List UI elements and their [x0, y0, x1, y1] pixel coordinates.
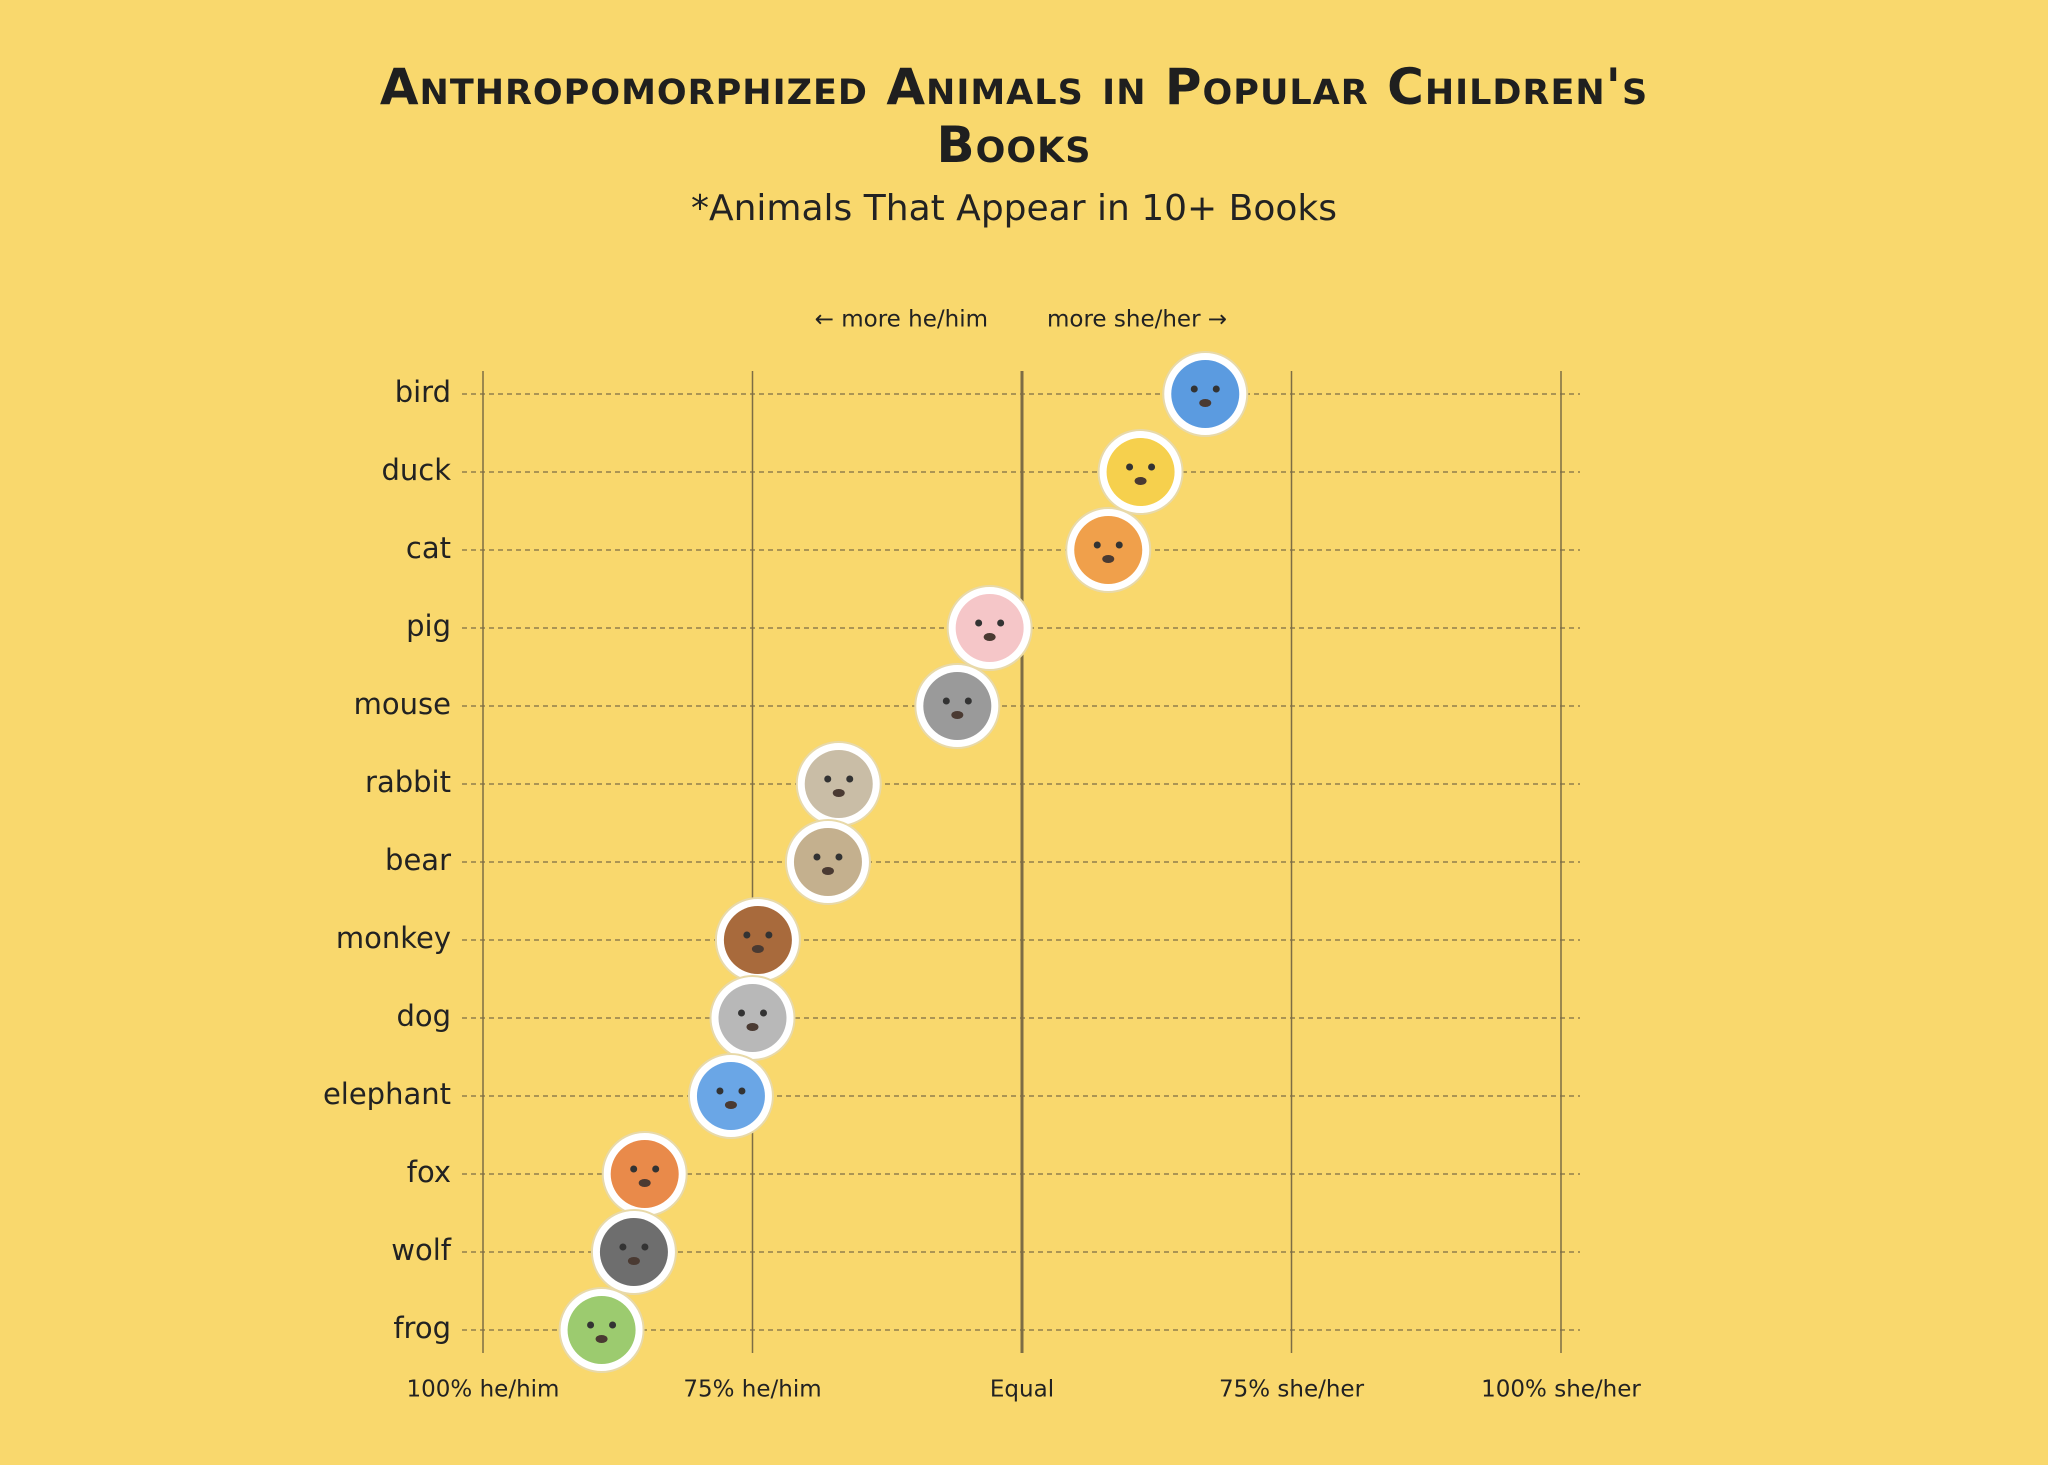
animal-face [793, 828, 862, 896]
animal-marker [784, 819, 871, 905]
animal-marker [709, 975, 796, 1061]
animal-eye [765, 931, 773, 939]
animal-eye [738, 1087, 746, 1095]
chart-title: Anthropomorphized Animals in Popular Chi… [379, 58, 1649, 174]
y-tick-label: fox [407, 1155, 451, 1189]
animal-marker [1065, 507, 1152, 593]
animal-nose [746, 1023, 759, 1031]
y-tick-label: wolf [391, 1233, 452, 1267]
animal-nose [951, 711, 964, 719]
animal-eye [743, 931, 751, 939]
animal-nose [751, 945, 764, 953]
animal-eye [630, 1165, 638, 1173]
y-tick-label: pig [406, 609, 451, 643]
annotation: ← more he/him [815, 307, 988, 333]
animal-face [696, 1062, 765, 1130]
animal-marker [1097, 429, 1184, 515]
animal-marker [558, 1287, 645, 1373]
y-tick-label: bird [395, 375, 451, 409]
y-tick-label: mouse [354, 687, 451, 721]
animal-marker [687, 1053, 774, 1139]
animal-eye [609, 1321, 617, 1329]
animal-nose [638, 1179, 651, 1187]
animal-nose [821, 867, 834, 875]
animal-eye [641, 1243, 649, 1251]
animal-marker [714, 897, 801, 983]
animal-nose [627, 1257, 640, 1265]
animal-marker [601, 1131, 688, 1217]
animal-eye [813, 853, 821, 861]
y-tick-label: duck [381, 453, 451, 487]
animal-eye [587, 1321, 595, 1329]
x-tick-label: 100% she/her [1481, 1377, 1641, 1403]
animal-marker [590, 1209, 677, 1295]
animal-eye [975, 619, 983, 627]
x-tick-label: Equal [990, 1377, 1054, 1403]
animal-eye [619, 1243, 627, 1251]
animal-eye [942, 697, 950, 705]
animal-face [923, 672, 992, 740]
y-tick-label: dog [396, 999, 451, 1033]
animal-face [567, 1296, 636, 1364]
animal-nose [1199, 399, 1212, 407]
animal-eye [1212, 385, 1220, 393]
animal-marker [1162, 351, 1249, 437]
y-tick-label: bear [385, 843, 451, 877]
x-tick-label: 100% he/him [407, 1377, 560, 1403]
chart-subtitle: *Animals That Appear in 10+ Books [690, 188, 1337, 229]
animal-marker [946, 585, 1033, 671]
animal-nose [983, 633, 996, 641]
y-tick-label: elephant [323, 1077, 451, 1111]
animal-eye [1115, 541, 1123, 549]
y-tick-label: monkey [336, 921, 451, 955]
animal-nose [595, 1335, 608, 1343]
animal-face [610, 1140, 679, 1208]
animal-eye [997, 619, 1005, 627]
animal-face [1171, 360, 1240, 428]
animal-eye [1093, 541, 1101, 549]
y-tick-label: frog [393, 1311, 451, 1345]
animal-eye [1148, 463, 1156, 471]
x-tick-label: 75% she/her [1219, 1377, 1365, 1403]
animal-face [599, 1218, 668, 1286]
animal-nose [1102, 555, 1115, 563]
animal-nose [724, 1101, 737, 1109]
animal-eye [716, 1087, 724, 1095]
animal-nose [832, 789, 845, 797]
animal-eye [738, 1009, 745, 1017]
animal-face [718, 984, 787, 1052]
animal-eye [1190, 385, 1198, 393]
animal-face [1074, 516, 1143, 584]
annotation: more she/her → [1047, 307, 1227, 333]
animal-nose [1134, 477, 1147, 485]
animal-face [955, 594, 1024, 662]
animal-marker [914, 663, 1001, 749]
x-tick-label: 75% he/him [683, 1377, 821, 1403]
y-tick-label: rabbit [365, 765, 451, 799]
animal-face [723, 906, 792, 974]
y-tick-label: cat [406, 531, 451, 565]
animal-eye [835, 853, 843, 861]
animal-face [1106, 438, 1175, 506]
animal-eye [760, 1009, 767, 1017]
animal-eye [824, 775, 832, 783]
animal-marker [795, 741, 882, 827]
animal-eye [1126, 463, 1134, 471]
animal-eye [964, 697, 972, 705]
animal-eye [846, 775, 854, 783]
animal-eye [652, 1165, 660, 1173]
animal-face [804, 750, 873, 818]
